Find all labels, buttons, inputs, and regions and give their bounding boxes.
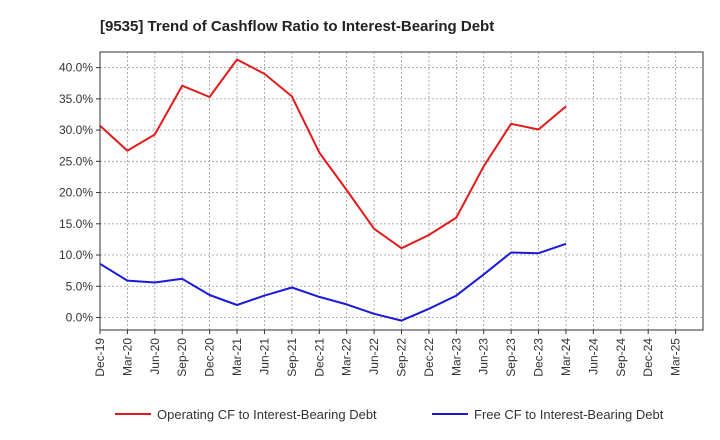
y-tick-label: 5.0% (66, 279, 94, 293)
y-tick-label: 20.0% (59, 186, 93, 200)
legend-label-1: Operating CF to Interest-Bearing Debt (157, 407, 377, 422)
y-tick-label: 0.0% (66, 311, 94, 325)
x-tick-label: Mar-23 (449, 338, 463, 376)
y-tick-label: 25.0% (59, 154, 93, 168)
x-tick-label: Mar-24 (559, 338, 573, 376)
x-tick-label: Sep-21 (285, 338, 299, 377)
x-axis-ticks: Dec-19 Mar-20 Jun-20 Sep-20 Dec-20 Mar-21 Jun-… (93, 330, 683, 377)
x-tick-label: Mar-22 (340, 338, 354, 376)
x-tick-label: Dec-20 (203, 338, 217, 377)
legend-label-2: Free CF to Interest-Bearing Debt (474, 407, 664, 422)
legend: Operating CF to Interest-Bearing Debt Fre… (115, 407, 664, 422)
x-tick-label: Jun-20 (148, 338, 162, 375)
y-tick-label: 40.0% (59, 61, 93, 75)
y-tick-label: 15.0% (59, 217, 93, 231)
y-tick-label: 10.0% (59, 248, 93, 262)
chart-title: [9535] Trend of Cashflow Ratio to Intere… (100, 18, 494, 35)
y-tick-label: 35.0% (59, 92, 93, 106)
x-tick-label: Jun-24 (586, 338, 600, 375)
x-tick-label: Mar-25 (669, 338, 683, 376)
x-tick-label: Dec-22 (422, 338, 436, 377)
x-tick-label: Jun-22 (367, 338, 381, 375)
y-axis-ticks: 0.0% 5.0% 10.0% 15.0% 20.0% 25.0% 30.0% 35.0% 40… (59, 61, 100, 325)
x-tick-label: Dec-19 (93, 338, 107, 377)
plot-area (100, 52, 703, 330)
y-tick-label: 30.0% (59, 123, 93, 137)
grid (100, 52, 703, 330)
x-tick-label: Sep-24 (614, 338, 628, 377)
x-tick-label: Jun-23 (477, 338, 491, 375)
x-tick-label: Mar-21 (230, 338, 244, 376)
series-line-2 (99, 242, 567, 322)
x-tick-label: Dec-21 (312, 338, 326, 377)
x-tick-label: Sep-22 (395, 338, 409, 377)
x-tick-label: Jun-21 (257, 338, 271, 375)
x-tick-label: Sep-23 (504, 338, 518, 377)
x-tick-label: Dec-24 (641, 338, 655, 377)
x-tick-label: Sep-20 (175, 338, 189, 377)
x-tick-label: Dec-23 (532, 338, 546, 377)
series-lines (99, 58, 567, 322)
x-tick-label: Mar-20 (120, 338, 134, 376)
series-line-1 (99, 58, 567, 250)
